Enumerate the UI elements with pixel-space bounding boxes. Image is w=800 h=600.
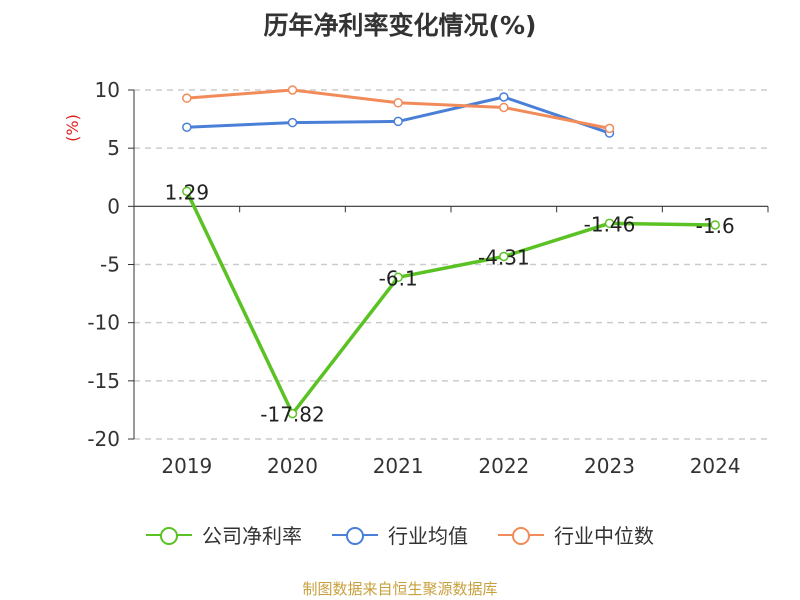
x-tick-label: 2021 <box>373 454 424 478</box>
legend-label: 行业均值 <box>388 524 468 548</box>
data-point <box>499 251 509 262</box>
y-tick-label: -15 <box>87 369 120 393</box>
data-point <box>393 116 403 127</box>
data-point <box>604 123 615 134</box>
data-point <box>182 186 192 197</box>
data-point <box>499 102 509 113</box>
data-labels: 1.29 -17.82 -6.1 -4.31 -1.46 -1.6 <box>165 180 735 426</box>
y-tick-label: 10 <box>95 78 120 102</box>
series-line <box>185 190 716 416</box>
x-tick-label: 2024 <box>690 454 741 478</box>
data-label: -6.1 <box>379 266 418 290</box>
data-point <box>710 220 720 230</box>
y-tick-label: -5 <box>100 253 120 277</box>
data-point <box>287 85 298 95</box>
legend-label: 公司净利率 <box>202 524 302 548</box>
data-point <box>393 272 403 283</box>
legend-label: 行业中位数 <box>554 524 654 548</box>
data-label: -17.82 <box>260 403 324 427</box>
data-point <box>393 98 403 108</box>
x-tick-label: 2020 <box>267 454 318 478</box>
legend-marker-icon <box>498 526 544 545</box>
data-point <box>604 218 615 229</box>
data-label: -1.6 <box>696 214 735 238</box>
footer-source: 制图数据来自恒生聚源数据库 <box>302 580 498 598</box>
data-point <box>287 408 298 419</box>
y-axis-label: (%) <box>63 114 82 142</box>
legend: 公司净利率 行业均值 行业中位数 <box>0 520 800 549</box>
data-point <box>182 122 192 132</box>
chart-title: 历年净利率变化情况(%) <box>263 11 537 40</box>
data-label: 1.29 <box>165 180 210 204</box>
data-point <box>287 117 298 128</box>
legend-marker-icon <box>332 526 378 545</box>
data-point <box>182 93 192 103</box>
y-tick-label: -10 <box>87 311 120 335</box>
grid-lines <box>134 89 768 440</box>
x-tick-label: 2022 <box>478 454 529 478</box>
y-tick-label: -20 <box>87 427 120 451</box>
series-lines <box>182 85 720 419</box>
y-tick-label: 0 <box>107 194 120 218</box>
x-tick-label: 2023 <box>584 454 635 478</box>
legend-item[interactable]: 行业中位数 <box>498 520 654 549</box>
legend-marker-icon <box>146 526 192 545</box>
y-tick-label: 5 <box>107 136 120 160</box>
axes: 10 5 0 -5 -10 -15 -20 2019 2020 2021 2022 2023 2024 <box>87 78 769 478</box>
legend-item[interactable]: 公司净利率 <box>146 520 302 549</box>
legend-item[interactable]: 行业均值 <box>332 520 468 549</box>
data-label: -4.31 <box>478 245 530 269</box>
x-tick-label: 2019 <box>161 454 212 478</box>
data-point <box>499 92 509 102</box>
data-label: -1.46 <box>584 212 636 236</box>
